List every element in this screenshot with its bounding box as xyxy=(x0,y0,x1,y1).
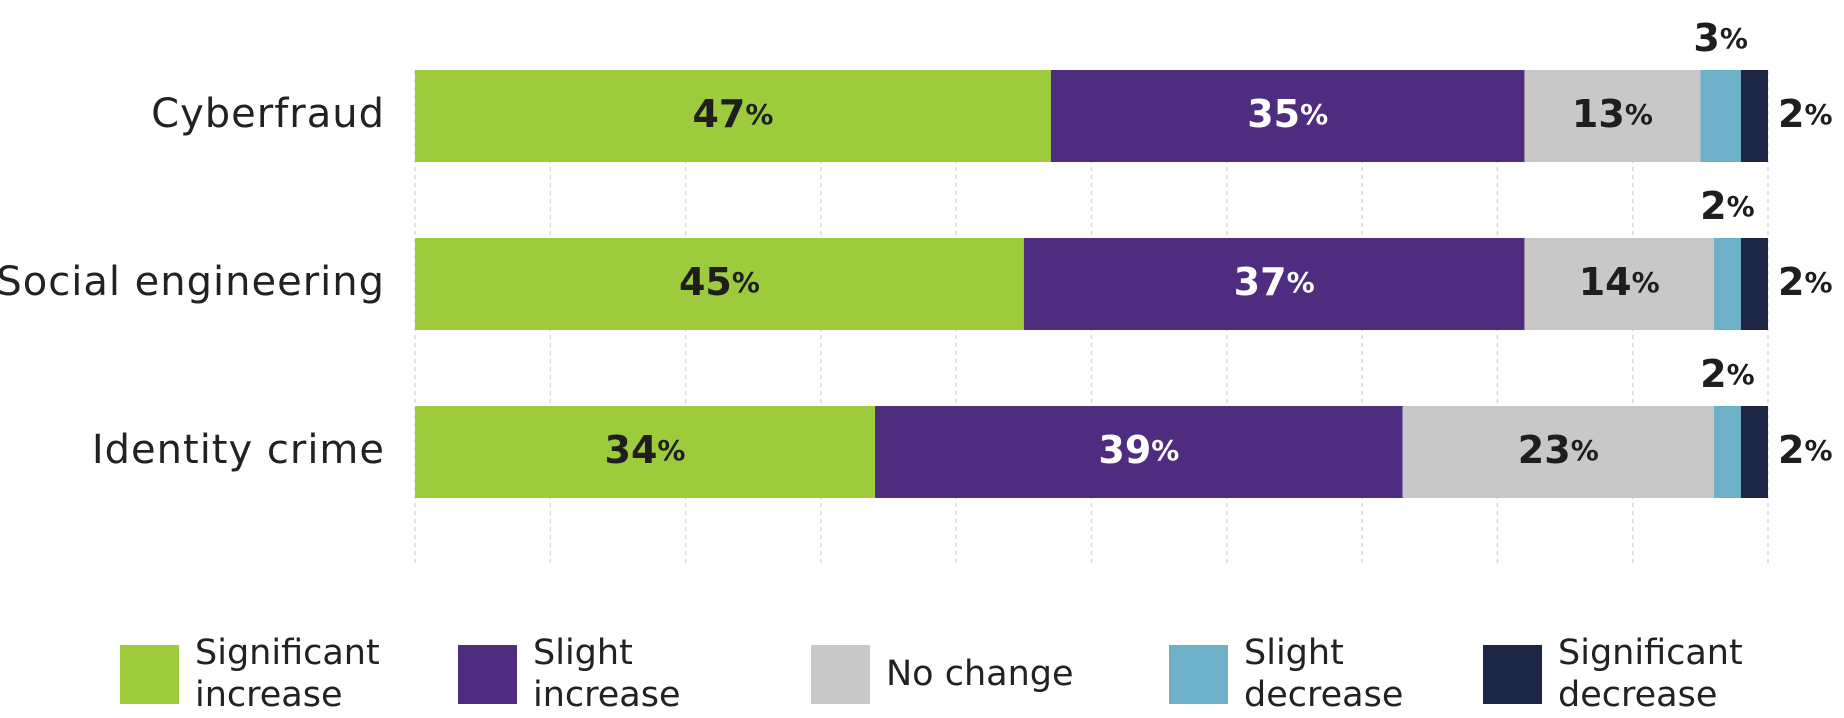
data-label: 2% xyxy=(1778,260,1833,304)
bar-segment xyxy=(415,238,1024,330)
bar-segment xyxy=(1713,238,1741,330)
legend-swatch xyxy=(120,644,179,704)
data-label: 45% xyxy=(679,260,760,304)
legend-label: Slight decrease xyxy=(1244,633,1404,715)
data-label: 2% xyxy=(1778,428,1833,472)
data-label: 2% xyxy=(1700,352,1755,396)
bar-segment xyxy=(415,406,876,498)
legend-swatch xyxy=(811,644,870,704)
bar-segment xyxy=(1700,70,1741,162)
legend-item: Significant increase xyxy=(120,630,395,718)
data-label: 2% xyxy=(1700,184,1755,228)
data-label: 2% xyxy=(1778,92,1833,136)
legend-swatch xyxy=(1483,644,1542,704)
data-label: 23% xyxy=(1518,428,1599,472)
bar-segment xyxy=(1740,70,1768,162)
legend-label: No change xyxy=(886,654,1074,694)
legend-item: Slight increase xyxy=(458,630,733,718)
legend: Significant increase Slight increase No ch… xyxy=(0,630,1844,718)
bar-segment xyxy=(1713,406,1741,498)
legend-label: Significant increase xyxy=(195,633,380,715)
category-label: Identity crime xyxy=(92,427,385,473)
data-label: 14% xyxy=(1579,260,1660,304)
data-label: 34% xyxy=(605,428,686,472)
legend-item: Significant decrease xyxy=(1483,630,1758,718)
data-label: 35% xyxy=(1247,92,1328,136)
legend-swatch xyxy=(1169,644,1228,704)
category-label: Cyberfraud xyxy=(151,91,385,137)
legend-swatch xyxy=(458,644,517,704)
bar-segment xyxy=(415,70,1051,162)
data-label: 37% xyxy=(1234,260,1315,304)
legend-item: Slight decrease xyxy=(1169,630,1444,718)
bar-segment xyxy=(1023,238,1525,330)
bar-segment xyxy=(1402,406,1714,498)
data-label: 39% xyxy=(1098,428,1179,472)
legend-label: Slight increase xyxy=(533,633,681,715)
bar-segment xyxy=(1740,238,1768,330)
chart: Cyberfraud 47% 35% 13% 3% 2% Social engineerin… xyxy=(0,16,1833,566)
bar-segment xyxy=(1740,406,1768,498)
category-label: Social engineering xyxy=(0,259,385,305)
legend-label: Significant decrease xyxy=(1558,633,1743,715)
data-label: 3% xyxy=(1693,16,1748,60)
bar-segment xyxy=(1524,238,1714,330)
legend-item: No change xyxy=(811,630,1086,718)
bar-segment xyxy=(1050,70,1525,162)
bar-segment xyxy=(875,406,1403,498)
data-label: 13% xyxy=(1572,92,1653,136)
data-label: 47% xyxy=(692,92,773,136)
bar-segment xyxy=(1524,70,1701,162)
